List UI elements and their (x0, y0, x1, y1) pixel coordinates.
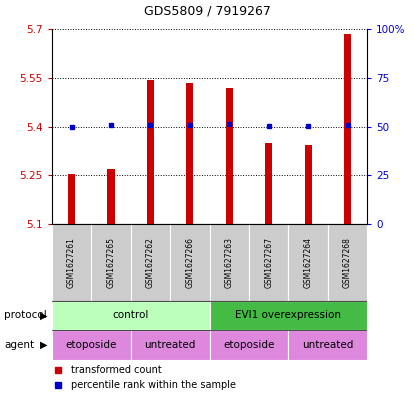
Bar (210, 224, 249, 301)
Text: GDS5809 / 7919267: GDS5809 / 7919267 (144, 5, 271, 18)
Bar (91, 224, 131, 301)
Text: GSM1627266: GSM1627266 (186, 237, 194, 288)
Text: agent: agent (4, 340, 34, 350)
Bar (305, 145, 312, 224)
Text: GSM1627261: GSM1627261 (67, 237, 76, 288)
Text: transformed count: transformed count (71, 365, 161, 375)
Text: percentile rank within the sample: percentile rank within the sample (71, 380, 236, 389)
Text: GSM1627264: GSM1627264 (304, 237, 312, 288)
Bar (186, 83, 193, 224)
Text: untreated: untreated (144, 340, 196, 350)
Text: GSM1627265: GSM1627265 (107, 237, 115, 288)
Bar (131, 224, 170, 301)
Bar (107, 169, 115, 224)
Text: GSM1627267: GSM1627267 (264, 237, 273, 288)
Bar (210, 301, 367, 330)
Bar (249, 224, 288, 301)
Bar (52, 224, 91, 301)
Text: GSM1627268: GSM1627268 (343, 237, 352, 288)
Text: EVI1 overexpression: EVI1 overexpression (235, 310, 342, 320)
Bar (68, 174, 75, 224)
Bar (226, 88, 233, 224)
Bar (131, 330, 210, 360)
Bar (265, 143, 272, 224)
Bar (288, 330, 367, 360)
Text: ▶: ▶ (40, 340, 48, 350)
Text: protocol: protocol (4, 310, 47, 320)
Bar (170, 224, 210, 301)
Text: ▶: ▶ (40, 310, 48, 320)
Bar (52, 301, 210, 330)
Text: untreated: untreated (302, 340, 354, 350)
Text: GSM1627262: GSM1627262 (146, 237, 155, 288)
Bar (344, 34, 351, 224)
Bar (147, 80, 154, 224)
Bar (288, 224, 328, 301)
Bar (328, 224, 367, 301)
Text: control: control (112, 310, 149, 320)
Bar (210, 330, 288, 360)
Text: etoposide: etoposide (66, 340, 117, 350)
Text: etoposide: etoposide (223, 340, 275, 350)
Bar (52, 330, 131, 360)
Text: GSM1627263: GSM1627263 (225, 237, 234, 288)
